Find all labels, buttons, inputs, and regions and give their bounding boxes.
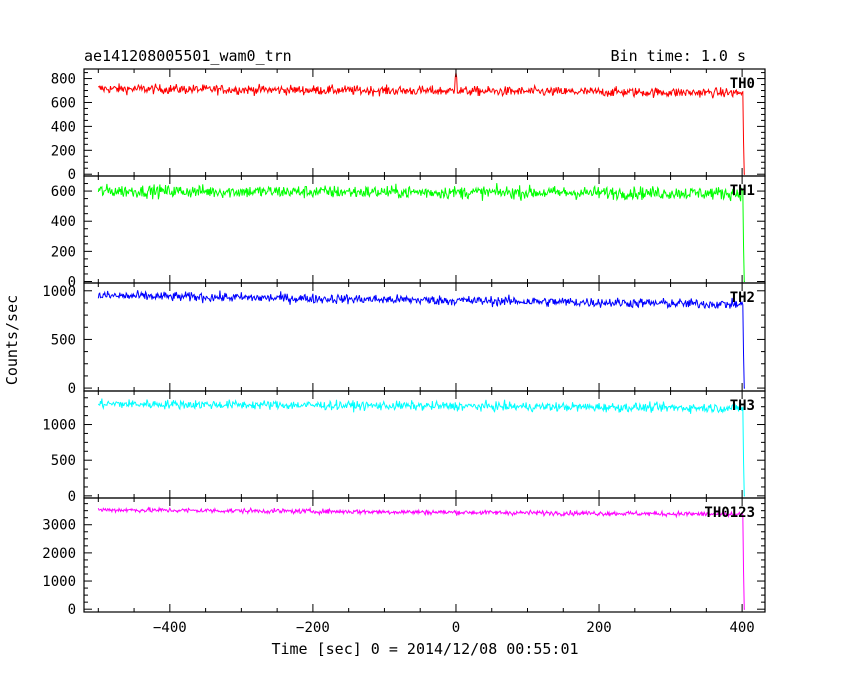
series-line-th3: [97, 398, 745, 497]
y-tick-label: 500: [51, 453, 76, 469]
x-tick-label: 200: [586, 620, 611, 636]
y-tick-label: 1000: [42, 284, 76, 300]
x-tick-label: 0: [452, 620, 460, 636]
panel-th1: 0 200 400 600 TH1: [51, 175, 766, 290]
y-tick-label: 600: [51, 184, 76, 200]
panel-th3: 0 500 1000 TH3: [42, 390, 766, 505]
y-tick-label: 1000: [42, 418, 76, 434]
y-tick-label: 3000: [42, 518, 76, 534]
panel-th0123: 0 1000 2000 3000 TH0123: [42, 497, 766, 618]
panel-label-th2: TH2: [730, 290, 755, 306]
panel-frame: [83, 497, 766, 613]
panel-label-th3: TH3: [730, 398, 755, 414]
series-line-th1: [97, 183, 745, 282]
chart-title: ae141208005501_wam0_trn: [84, 47, 292, 65]
y-tick-label: 0: [68, 602, 76, 618]
x-axis-label: Time [sec] 0 = 2014/12/08 00:55:01: [271, 640, 578, 658]
y-tick-label: 1000: [42, 574, 76, 590]
y-axis-label: Counts/sec: [3, 295, 21, 385]
panel-label-th0: TH0: [730, 76, 755, 92]
series-line-th0123: [97, 506, 745, 610]
panel-label-th0123: TH0123: [704, 505, 755, 521]
panel-frame: [83, 68, 766, 177]
panel-th0: 0 200 400 600 800 TH0: [51, 68, 766, 183]
panel-th2: 0 500 1000 TH2: [42, 282, 766, 397]
y-tick-label: 400: [51, 214, 76, 230]
panels-group: 0 200 400 600 800 TH0 0 200 400 600 TH1 0 500 1000 TH2…: [42, 68, 766, 636]
bin-time-label: Bin time: 1.0 s: [611, 47, 746, 65]
y-tick-label: 0: [68, 274, 76, 290]
y-tick-label: 600: [51, 95, 76, 111]
y-tick-label: 0: [68, 167, 76, 183]
series-line-th0: [97, 72, 745, 175]
x-tick-label: 400: [729, 620, 754, 636]
y-tick-label: 0: [68, 381, 76, 397]
y-tick-label: 800: [51, 72, 76, 88]
y-tick-label: 400: [51, 119, 76, 135]
y-tick-label: 500: [51, 332, 76, 348]
y-tick-label: 200: [51, 143, 76, 159]
series-line-th2: [97, 290, 745, 389]
y-tick-label: 2000: [42, 546, 76, 562]
y-tick-label: 0: [68, 489, 76, 505]
y-tick-label: 200: [51, 244, 76, 260]
panel-label-th1: TH1: [730, 183, 755, 199]
x-tick-label: −400: [153, 620, 187, 636]
x-tick-label: −200: [296, 620, 330, 636]
